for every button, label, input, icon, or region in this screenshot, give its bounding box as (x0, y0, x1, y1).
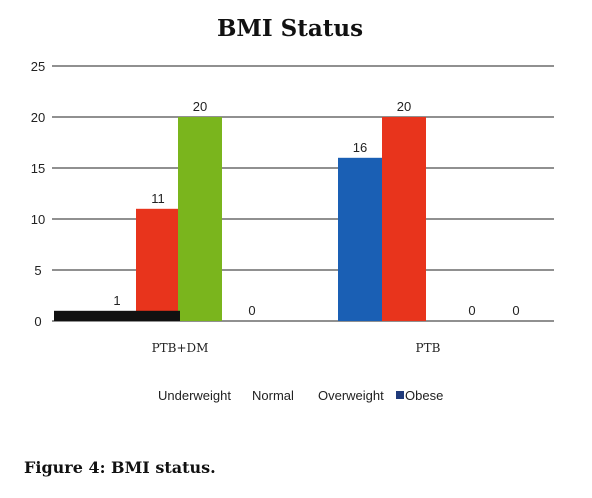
y-tick-label-10: 10 (31, 212, 45, 227)
bar-ptb-dm-overweight (54, 310, 180, 321)
data-label-ptb-overweight: 0 (468, 303, 475, 318)
data-label-ptb-dm-normal: 20 (193, 99, 207, 114)
legend-item-underweight: Underweight (158, 388, 231, 403)
data-label-ptb-underweight: 20 (397, 99, 411, 114)
bar-ptb-dm-underweight (136, 208, 180, 321)
legend-item-overweight: Overweight (318, 388, 384, 403)
legend-item-obese: Obese (405, 388, 443, 403)
data-labels: 11 20 1 0 16 20 0 0 (113, 99, 519, 318)
legend: Underweight Normal Overweight Obese (158, 388, 443, 403)
bar-ptb-dm-normal (178, 117, 222, 321)
bar-ptb-underweight (382, 117, 426, 321)
legend-item-normal: Normal (252, 388, 294, 403)
grid-lines (52, 65, 554, 322)
y-tick-label-25: 25 (31, 59, 45, 74)
chart-title: BMI Status (217, 15, 363, 42)
figure-caption: Figure 4: BMI status. (24, 458, 216, 477)
data-label-ptb-dm-obese: 0 (248, 303, 255, 318)
y-tick-label-15: 15 (31, 161, 45, 176)
y-tick-label-0: 0 (34, 314, 41, 329)
bars (54, 117, 426, 321)
data-label-ptb-dm-overweight: 1 (113, 293, 120, 308)
y-axis-ticks: 0 5 10 15 20 25 (31, 59, 45, 329)
data-label-ptb-obese: 0 (512, 303, 519, 318)
category-label-ptb-dm: PTB+DM (152, 341, 209, 355)
legend-swatch-obese (396, 391, 404, 399)
data-label-ptb-dm-underweight: 11 (151, 191, 165, 206)
bar-ptb-normal (338, 157, 382, 321)
y-tick-label-5: 5 (34, 263, 41, 278)
data-label-ptb-normal: 16 (353, 140, 367, 155)
category-label-ptb: PTB (416, 341, 441, 355)
y-tick-label-20: 20 (31, 110, 45, 125)
